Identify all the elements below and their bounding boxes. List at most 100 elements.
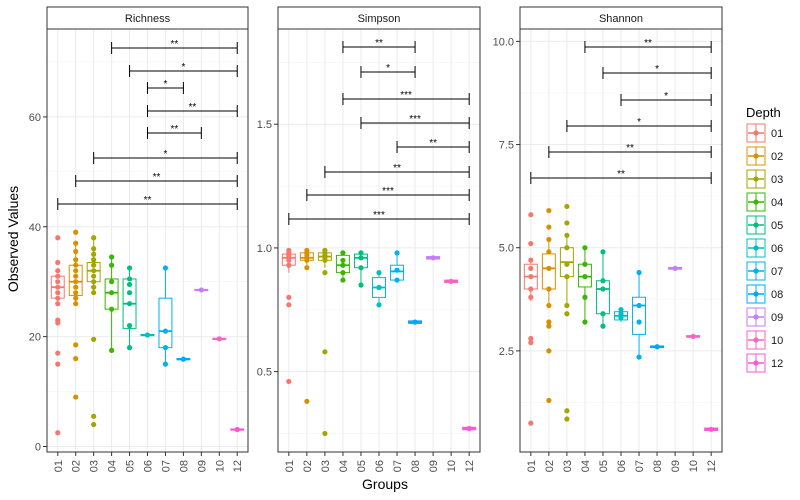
data-point bbox=[55, 268, 61, 274]
data-point bbox=[376, 270, 382, 276]
y-axis-label: Observed Values bbox=[5, 186, 21, 292]
data-point bbox=[322, 247, 328, 253]
data-point bbox=[448, 278, 454, 284]
x-tick-label: 05 bbox=[356, 460, 368, 472]
data-point bbox=[528, 335, 534, 342]
x-tick-label: 02 bbox=[544, 460, 556, 472]
data-point bbox=[636, 354, 642, 360]
legend-label: 04 bbox=[771, 197, 783, 209]
legend-title: Depth bbox=[746, 105, 781, 120]
data-point bbox=[286, 262, 292, 268]
data-point bbox=[618, 315, 624, 321]
data-point bbox=[162, 328, 169, 334]
legend-item-04: 04 bbox=[746, 192, 783, 212]
x-tick-label: 03 bbox=[562, 460, 574, 472]
data-point bbox=[73, 356, 79, 362]
data-point bbox=[55, 279, 61, 285]
legend-label: 01 bbox=[771, 128, 783, 140]
data-point bbox=[109, 279, 115, 285]
data-point bbox=[126, 281, 133, 288]
box-iqr bbox=[541, 253, 556, 290]
significance-label: ** bbox=[617, 169, 625, 180]
significance-label: ** bbox=[375, 38, 383, 49]
legend-label: 07 bbox=[771, 266, 783, 278]
legend-item-05: 05 bbox=[746, 215, 783, 235]
data-point bbox=[430, 255, 436, 261]
data-point bbox=[162, 265, 169, 271]
legend-item-02: 02 bbox=[746, 146, 783, 166]
x-tick-label: 07 bbox=[160, 460, 172, 472]
significance-label: ** bbox=[144, 195, 152, 206]
data-point bbox=[394, 277, 400, 283]
legend-label: 08 bbox=[771, 289, 783, 301]
data-point bbox=[162, 345, 169, 351]
data-point bbox=[546, 286, 552, 292]
data-point bbox=[564, 261, 570, 267]
data-point bbox=[73, 229, 79, 235]
legend-key-point bbox=[753, 291, 759, 297]
data-point bbox=[600, 323, 606, 329]
significance-bracket: ** bbox=[75, 172, 238, 187]
x-tick-label: 10 bbox=[688, 460, 700, 472]
data-point bbox=[546, 224, 552, 230]
x-tick-label: 06 bbox=[616, 460, 628, 472]
data-point bbox=[91, 251, 97, 257]
data-point bbox=[91, 257, 97, 263]
legend-key-point bbox=[753, 268, 759, 274]
data-point bbox=[73, 301, 79, 307]
x-tick-label: 12 bbox=[232, 460, 244, 472]
y-tick-label: 5.0 bbox=[499, 243, 514, 255]
x-tick-label: 08 bbox=[410, 460, 422, 472]
legend-item-10: 10 bbox=[746, 330, 783, 350]
legend: Depth 01 02 03 04 05 06 07 08 09 10 12 bbox=[746, 105, 783, 373]
data-point bbox=[55, 235, 61, 241]
significance-label: *** bbox=[382, 186, 394, 197]
data-point bbox=[304, 247, 310, 253]
data-point bbox=[322, 430, 328, 437]
data-point bbox=[55, 295, 61, 301]
data-point bbox=[340, 270, 346, 276]
significance-label: * bbox=[181, 62, 185, 73]
data-point bbox=[654, 344, 660, 350]
significance-label: * bbox=[163, 79, 167, 90]
legend-item-01: 01 bbox=[746, 123, 783, 143]
box-05 bbox=[353, 252, 368, 286]
data-point bbox=[73, 268, 79, 274]
significance-bracket: * bbox=[147, 79, 184, 94]
data-point bbox=[91, 413, 97, 419]
data-point bbox=[528, 340, 534, 346]
data-point bbox=[528, 420, 534, 426]
data-point bbox=[528, 286, 534, 292]
legend-key-point bbox=[753, 199, 759, 205]
significance-label: *** bbox=[373, 210, 385, 221]
data-point bbox=[376, 284, 382, 291]
box-iqr bbox=[595, 280, 610, 315]
data-point bbox=[600, 286, 606, 292]
data-point bbox=[582, 261, 588, 267]
significance-bracket: * bbox=[566, 117, 712, 132]
data-point bbox=[582, 319, 588, 325]
data-point bbox=[55, 273, 61, 279]
data-point bbox=[546, 323, 552, 329]
data-point bbox=[564, 416, 570, 422]
panel-border bbox=[519, 28, 723, 453]
x-tick-label: 04 bbox=[107, 460, 119, 472]
data-point bbox=[180, 356, 186, 362]
significance-bracket: ** bbox=[342, 38, 416, 53]
x-tick-label: 01 bbox=[53, 460, 65, 472]
data-point bbox=[636, 269, 642, 276]
significance-bracket: *** bbox=[360, 114, 470, 129]
data-point bbox=[546, 302, 552, 309]
legend-label: 10 bbox=[771, 335, 783, 347]
legend-item-06: 06 bbox=[746, 238, 783, 258]
data-point bbox=[162, 361, 169, 367]
significance-bracket: ** bbox=[324, 163, 470, 178]
x-tick-label: 05 bbox=[598, 460, 610, 472]
significance-bracket: *** bbox=[288, 210, 470, 225]
x-axis-label: Groups bbox=[362, 476, 408, 492]
legend-label: 03 bbox=[771, 174, 783, 186]
legend-item-12: 12 bbox=[746, 353, 783, 373]
significance-label: ** bbox=[626, 143, 634, 154]
